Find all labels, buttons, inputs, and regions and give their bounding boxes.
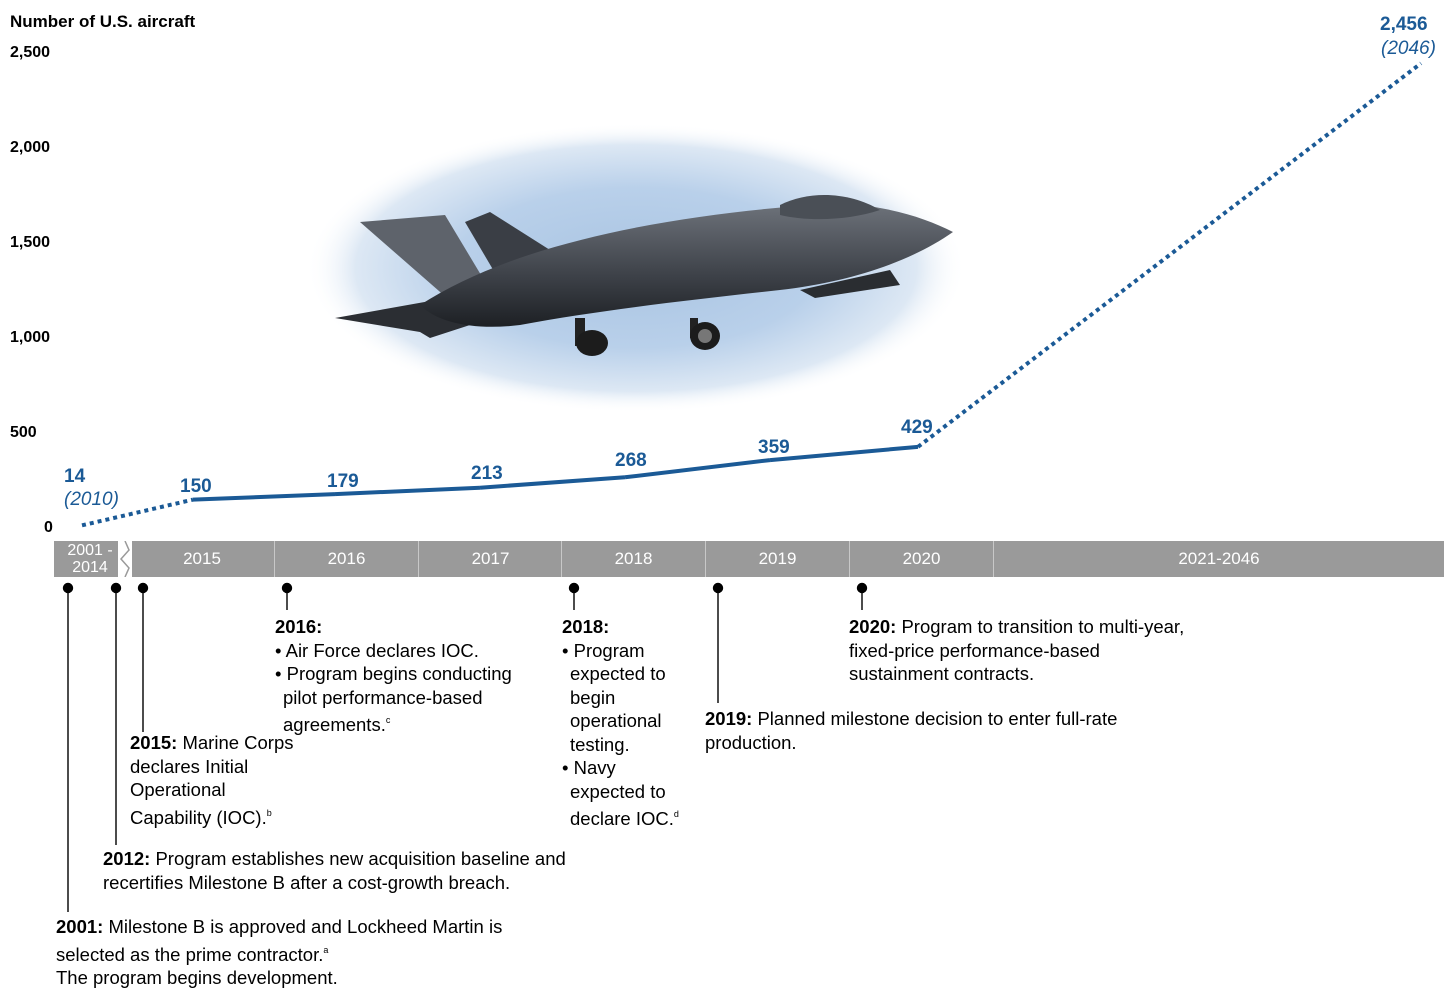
data-label-2019: 359 <box>758 437 790 458</box>
data-label-2016: 179 <box>327 471 359 492</box>
milestone-2001: 2001: Milestone B is approved and Lockhe… <box>56 915 516 990</box>
footnote-marker: a <box>323 944 329 955</box>
milestone-text: Program establishes new acquisition base… <box>103 848 566 893</box>
y-tick-label: 2,500 <box>10 44 51 61</box>
footnote-marker: d <box>673 809 679 819</box>
y-tick-label: 0 <box>44 519 53 536</box>
milestone-year: 2012: <box>103 848 151 869</box>
data-sublabel-2010: (2010) <box>64 489 119 510</box>
series-segment <box>479 475 626 490</box>
timeline-segment: 2017 <box>418 541 562 577</box>
y-tick-label: 1,500 <box>10 234 51 251</box>
milestone-2018: 2018: • Program expected to begin operat… <box>562 615 692 831</box>
milestone-2020: 2020: Program to transition to multi-yea… <box>849 615 1194 686</box>
milestone-text: Milestone B is approved and Lockheed Mar… <box>56 916 503 965</box>
timeline-segment: 2018 <box>561 541 705 577</box>
timeline-segment: 2021-2046 <box>993 541 1444 577</box>
data-label-2015: 150 <box>180 476 212 497</box>
data-label-2010: 14 <box>64 466 86 487</box>
timeline-segment: 2016 <box>274 541 418 577</box>
footnote-marker: c <box>385 715 391 725</box>
milestone-text: Program to transition to multi-year, fix… <box>849 616 1185 684</box>
milestone-2019: 2019: Planned milestone decision to ente… <box>705 707 1125 754</box>
milestone-year: 2020: <box>849 616 897 637</box>
timeline-label: 2019 <box>758 549 797 568</box>
timeline-bar: 2001 - 2014 2015 2016 2017 2018 2019 202… <box>54 541 1444 577</box>
milestone-bullet: • Navy expected to declare IOC.d <box>562 757 679 829</box>
axis-break-icon <box>118 541 132 577</box>
milestone-year: 2019: <box>705 708 753 729</box>
timeline-label: 2020 <box>902 549 941 568</box>
timeline-segment: 2015 <box>130 541 274 577</box>
milestone-year: 2015: <box>130 732 178 753</box>
milestone-2012: 2012: Program establishes new acquisitio… <box>103 847 643 894</box>
series-segment <box>769 444 919 463</box>
series-segment <box>81 497 194 528</box>
timeline-label: 2015 <box>183 549 221 568</box>
timeline-label: 2021-2046 <box>1178 549 1260 568</box>
data-label-2046: 2,456 <box>1380 14 1428 35</box>
timeline-segment: 2020 <box>849 541 993 577</box>
timeline-label: 2016 <box>327 549 366 568</box>
y-tick-label: 1,000 <box>10 329 51 346</box>
milestone-2015: 2015: Marine Corps declares Initial Oper… <box>130 731 305 829</box>
y-tick-label: 2,000 <box>10 139 51 156</box>
milestone-text: Marine Corps declares Initial Operationa… <box>130 732 294 828</box>
data-sublabel-2046: (2046) <box>1381 38 1436 59</box>
milestone-year: 2018: <box>562 616 610 637</box>
series-segment <box>916 61 1423 449</box>
milestone-2016: 2016: • Air Force declares IOC. • Progra… <box>275 615 520 737</box>
milestone-year: 2001: <box>56 916 104 937</box>
timeline-label: 2001 - 2014 <box>67 542 113 576</box>
series-segment <box>334 485 481 497</box>
series-segment <box>624 458 771 480</box>
series-segment <box>192 492 336 502</box>
timeline-label: 2018 <box>614 549 653 568</box>
timeline-segment: 2019 <box>705 541 849 577</box>
y-axis-title: Number of U.S. aircraft <box>10 12 196 31</box>
milestone-text: Planned milestone decision to enter full… <box>705 708 1118 753</box>
aircraft-image <box>306 123 966 413</box>
milestone-bullet: • Program begins conducting pilot perfor… <box>275 663 512 735</box>
y-tick-label: 500 <box>10 424 37 441</box>
footnote-marker: b <box>266 807 272 818</box>
milestone-text: The program begins development. <box>56 967 338 988</box>
milestone-year: 2016: <box>275 616 323 637</box>
milestone-bullet: • Program expected to begin operational … <box>562 639 666 755</box>
timeline-label: 2017 <box>471 549 510 568</box>
timeline-segment: 2001 - 2014 <box>54 541 126 577</box>
data-label-2017: 213 <box>471 463 503 484</box>
data-label-2020: 429 <box>901 417 933 438</box>
data-label-2018: 268 <box>615 450 647 471</box>
milestone-bullet: • Air Force declares IOC. <box>275 639 479 661</box>
